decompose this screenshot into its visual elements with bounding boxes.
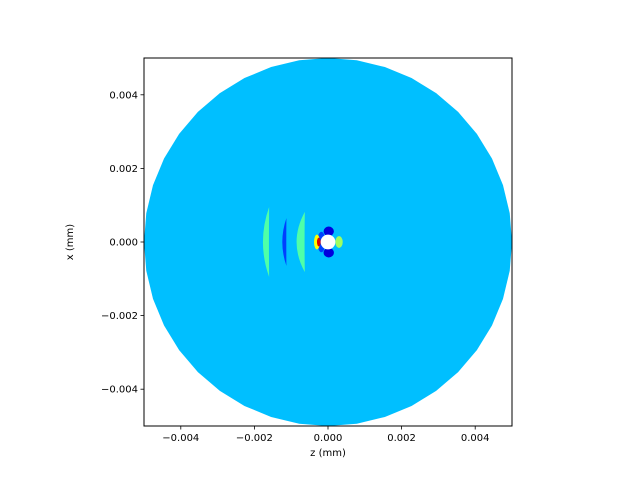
field-lobe-4 — [323, 247, 334, 258]
y-tick-label: 0.002 — [109, 164, 138, 175]
x-tick-label: 0.000 — [314, 433, 343, 444]
field-band-1 — [282, 218, 287, 266]
x-axis-ticks: −0.004 −0.002 0.000 0.002 0.004 — [162, 426, 490, 444]
y-tick-label: 0.004 — [109, 90, 138, 101]
x-tick-label: 0.002 — [387, 433, 416, 444]
plot-area — [144, 58, 512, 426]
central-hole — [320, 234, 336, 250]
field-band-2 — [296, 211, 305, 273]
x-tick-label: −0.004 — [162, 433, 199, 444]
field-lobe-3 — [323, 226, 334, 237]
field-lobe-7 — [316, 237, 321, 247]
x-axis-label: z (mm) — [310, 448, 346, 459]
field-lobe-8 — [335, 236, 343, 248]
y-axis-label: x (mm) — [65, 224, 76, 260]
x-tick-label: 0.004 — [461, 433, 490, 444]
field-band-0 — [262, 207, 270, 277]
x-tick-label: −0.002 — [236, 433, 273, 444]
y-tick-label: 0.000 — [109, 238, 138, 249]
y-tick-label: −0.002 — [101, 311, 138, 322]
y-axis-ticks: −0.004 −0.002 0.000 0.002 0.004 — [101, 90, 144, 396]
y-tick-label: −0.004 — [101, 385, 138, 396]
